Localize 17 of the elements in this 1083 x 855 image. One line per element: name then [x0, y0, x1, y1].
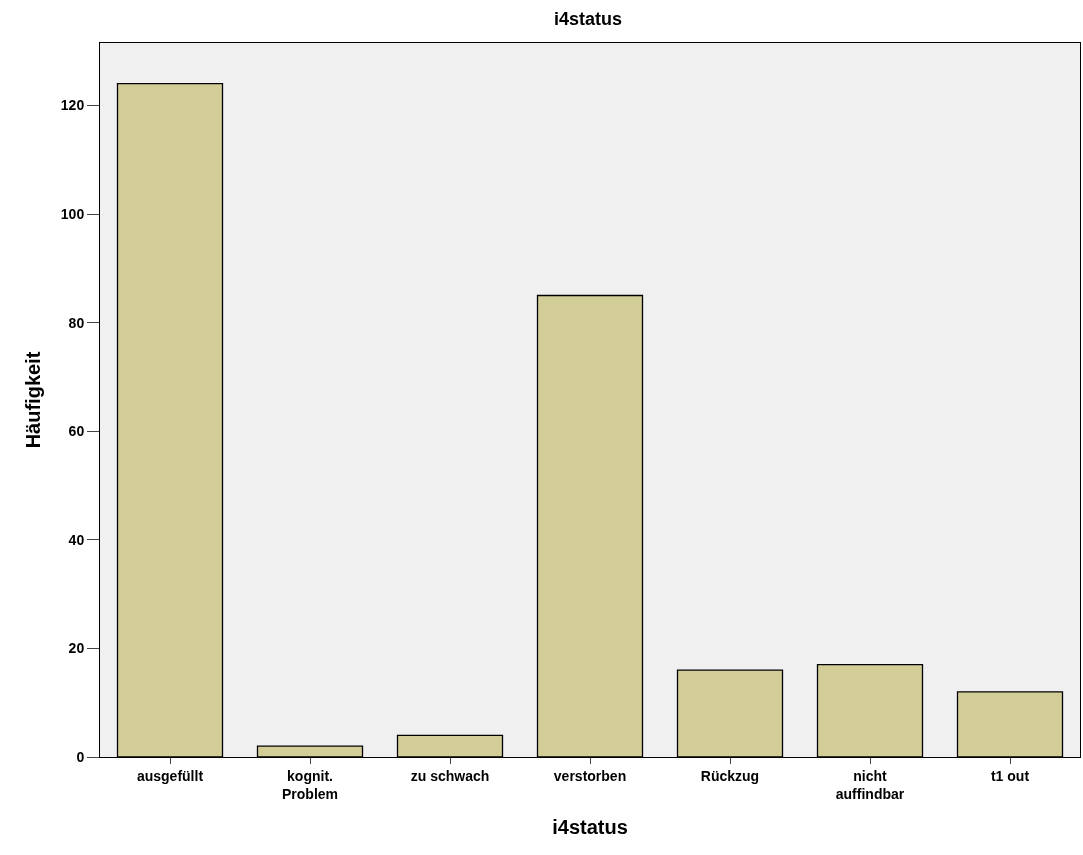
- x-axis-title: i4status: [552, 815, 628, 838]
- x-tick-label: t1 out: [990, 767, 1030, 784]
- x-tick-label: ausgefüllt: [136, 767, 204, 784]
- y-tick-label: 60: [68, 423, 85, 440]
- x-tick-label: Rückzug: [700, 767, 760, 784]
- chart-title: i4status: [554, 9, 623, 30]
- y-tick-label: 100: [60, 205, 85, 222]
- y-axis-title: Häufigkeit: [22, 351, 45, 449]
- x-tick-label: zu schwach: [410, 767, 490, 784]
- x-tick-label: verstorben: [553, 767, 627, 784]
- y-tick-label: 40: [68, 531, 85, 548]
- y-tick-label: 20: [68, 640, 85, 657]
- y-tick-label: 120: [60, 97, 85, 114]
- y-tick-label: 0: [76, 748, 85, 765]
- y-tick-label: 80: [68, 314, 85, 331]
- x-tick-label: nicht auffindbar: [835, 767, 905, 802]
- x-tick-label: kognit. Problem: [281, 767, 339, 802]
